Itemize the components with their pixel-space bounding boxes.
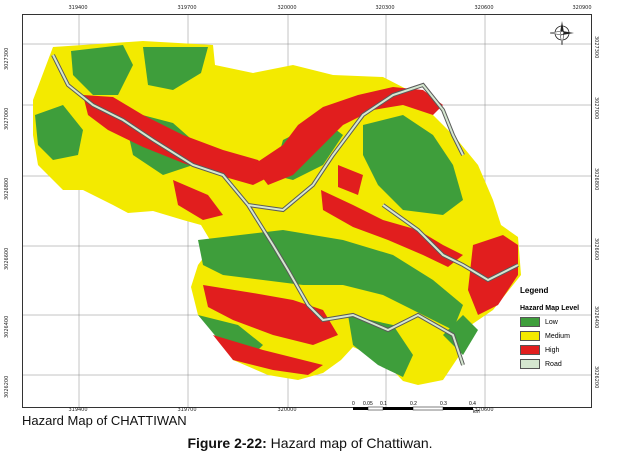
legend-item-high: High bbox=[520, 345, 590, 355]
scale-label-1: 0.05 bbox=[363, 401, 373, 407]
scale-bar-graphic bbox=[353, 406, 473, 411]
road-fill bbox=[52, 54, 519, 366]
map-title: Hazard Map of CHATTIWAN bbox=[22, 413, 187, 428]
scale-label-3: 0.2 bbox=[410, 401, 417, 407]
grid-label-right-4: 3026600 bbox=[593, 238, 599, 261]
legend-label-medium: Medium bbox=[545, 332, 570, 340]
hazard-map bbox=[23, 15, 591, 407]
grid-label-left-3: 3026800 bbox=[4, 177, 10, 200]
grid-label-right-6: 3026200 bbox=[593, 366, 599, 389]
grid-label-left-2: 3027000 bbox=[4, 107, 10, 130]
grid-label-top-3: 320000 bbox=[277, 5, 297, 11]
grid-label-right-5: 3026400 bbox=[593, 306, 599, 329]
grid-label-right-1: 3027300 bbox=[593, 36, 599, 59]
legend-title: Legend bbox=[520, 286, 549, 295]
grid-label-top-6: 320900 bbox=[572, 5, 592, 11]
grid-label-bottom-1: 319400 bbox=[68, 407, 88, 413]
grid-label-left-1: 3027300 bbox=[4, 47, 10, 70]
low-hazard-zones bbox=[35, 45, 478, 377]
scale-bar: 0 0.05 0.1 0.2 0.3 0.4 km bbox=[351, 401, 481, 417]
legend-swatch-medium bbox=[520, 331, 540, 341]
scale-label-0: 0 bbox=[352, 401, 355, 407]
legend-item-medium: Medium bbox=[520, 331, 590, 341]
legend-item-road: Road bbox=[520, 359, 590, 369]
grid-label-bottom-2: 319700 bbox=[177, 407, 197, 413]
legend-swatch-high bbox=[520, 345, 540, 355]
caption-text: Hazard map of Chattiwan. bbox=[266, 435, 433, 451]
scale-label-4: 0.3 bbox=[440, 401, 447, 407]
grid-label-top-5: 320600 bbox=[474, 5, 494, 11]
grid-label-left-6: 3026200 bbox=[4, 375, 10, 398]
legend-item-low: Low bbox=[520, 317, 590, 327]
grid-label-right-2: 3027000 bbox=[593, 97, 599, 120]
grid-label-top-1: 319400 bbox=[68, 5, 88, 11]
legend-subtitle: Hazard Map Level bbox=[520, 305, 580, 312]
north-arrow-icon bbox=[549, 21, 574, 46]
map-legend: Legend Hazard Map Level Low Medium High … bbox=[520, 286, 590, 369]
grid-label-left-5: 3026400 bbox=[4, 315, 10, 338]
figure-caption: Figure 2-22: Hazard map of Chattiwan. bbox=[0, 435, 620, 451]
grid-label-right-3: 3026800 bbox=[593, 168, 599, 191]
legend-swatch-road bbox=[520, 359, 540, 369]
legend-swatch-low bbox=[520, 317, 540, 327]
scale-label-2: 0.1 bbox=[380, 401, 387, 407]
legend-label-high: High bbox=[545, 346, 560, 354]
grid-label-bottom-4: 320600 bbox=[474, 407, 494, 413]
map-frame bbox=[22, 14, 592, 408]
grid-label-bottom-3: 320000 bbox=[277, 407, 297, 413]
scale-label-5: 0.4 bbox=[469, 401, 476, 407]
grid-label-left-4: 3026600 bbox=[4, 247, 10, 270]
scale-unit: km bbox=[473, 409, 480, 415]
legend-label-road: Road bbox=[545, 360, 562, 368]
grid-label-top-4: 320300 bbox=[375, 5, 395, 11]
legend-label-low: Low bbox=[545, 318, 558, 326]
grid-label-top-2: 319700 bbox=[177, 5, 197, 11]
high-hazard-zones bbox=[83, 87, 518, 375]
caption-label: Figure 2-22: bbox=[187, 435, 267, 451]
